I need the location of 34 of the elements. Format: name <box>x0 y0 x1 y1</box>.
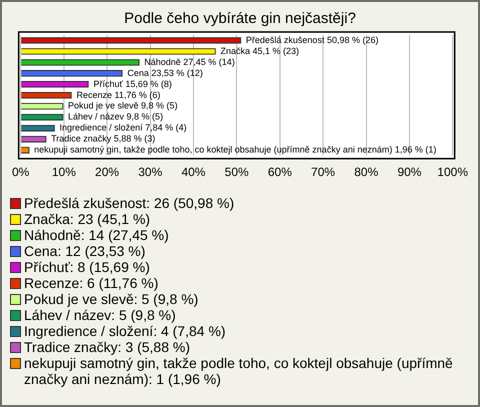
category-label: Ingredience / složení 7,84 % (4) <box>60 122 187 133</box>
x-tick-label: 90% <box>397 165 422 180</box>
text: Značka: 23 (45,1 %) <box>24 211 150 227</box>
x-tick-label: 0% <box>12 165 30 180</box>
text: Náhodně: 14 (27,45 %) <box>24 227 169 243</box>
text: Předešlá zkušenost: 26 (50,98 %) <box>24 195 234 211</box>
x-tick-label: 100% <box>437 165 468 180</box>
x-tick-label: 70% <box>311 165 336 180</box>
category-label: Pokud je ve slevě 9,8 % (5) <box>68 100 178 111</box>
category-label: Cena 23,53 % (12) <box>127 68 203 78</box>
x-tick-label: 20% <box>95 165 120 180</box>
category-label: Náhodně 27,45 % (14) <box>144 56 235 67</box>
text: Ingredience / složení: 4 (7,84 %) <box>24 323 226 339</box>
category-label: Láhev / název 9,8 % (5) <box>68 112 164 122</box>
text: Láhev / název: 5 (9,8 %) <box>24 307 176 323</box>
category-label: nekupuji samotný gin, takže podle toho, co koktejl obsahuje (upřímně značky ani neznám) 1,96 % (1) <box>34 144 436 155</box>
chart-title: Podle čeho vybíráte gin nejčastěji? <box>123 10 357 27</box>
x-tick-label: 40% <box>181 165 206 180</box>
x-tick-label: 10% <box>52 165 76 180</box>
x-tick-label: 60% <box>268 165 292 180</box>
category-label: Příchuť 15,69 % (8) <box>93 78 172 89</box>
x-tick-label: 50% <box>224 165 249 180</box>
category-label: Tradice značky 5,88 % (3) <box>51 134 156 144</box>
text: Cena: 12 (23,53 %) <box>24 243 146 259</box>
text: Příchuť: 8 (15,69 %) <box>24 259 150 275</box>
text: nekupuji samotný gin, takže podle toho, co koktejl obsahuje (upřímně značky ani neznám): 1 (1,96 %) <box>24 355 454 387</box>
x-tick-label: 30% <box>138 165 163 180</box>
category-label: Recenze 11,76 % (6) <box>76 90 160 100</box>
category-label: Značka 45,1 % (23) <box>220 46 300 56</box>
text: Recenze: 6 (11,76 %) <box>24 275 158 291</box>
text: Tradice značky: 3 (5,88 %) <box>24 339 190 355</box>
x-tick-label: 80% <box>354 165 379 180</box>
category-label: Předešlá zkušenost 50,98 % (26) <box>246 34 378 45</box>
text: Pokud je ve slevě: 5 (9,8 %) <box>24 291 198 307</box>
